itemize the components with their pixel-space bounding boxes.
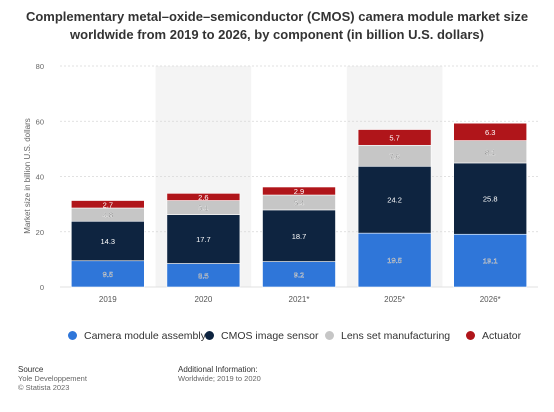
data-label: 18.7 xyxy=(292,232,307,241)
data-label: 19.1 xyxy=(483,257,498,266)
legend-label: Camera module assembly xyxy=(84,330,206,342)
legend-marker-camera-module-assembly xyxy=(68,331,77,340)
y-tick-label: 60 xyxy=(36,117,44,126)
data-label: 4.8 xyxy=(103,211,113,220)
x-tick-label: 2026* xyxy=(480,295,501,304)
data-label: 7.6 xyxy=(389,152,399,161)
data-label: 5.4 xyxy=(294,198,304,207)
data-label: 2.7 xyxy=(103,200,113,209)
additional-info-heading: Additional Information: xyxy=(178,365,258,374)
bar-segment-cmos-image-sensor[interactable] xyxy=(71,220,145,262)
data-label: 8.1 xyxy=(485,148,495,157)
y-axis-label: Market size in billion U.S. dollars xyxy=(23,118,32,234)
data-label: 19.5 xyxy=(387,256,402,265)
data-label: 9.2 xyxy=(294,270,304,279)
additional-info-line: Worldwide; 2019 to 2020 xyxy=(178,374,261,383)
chart-title-line2: worldwide from 2019 to 2026, by componen… xyxy=(70,27,484,42)
y-tick-label: 20 xyxy=(36,228,44,237)
data-label: 5.7 xyxy=(389,133,399,142)
y-tick-label: 0 xyxy=(40,283,44,292)
bar-segment-cmos-image-sensor[interactable] xyxy=(357,165,432,234)
data-label: 17.7 xyxy=(196,235,211,244)
data-label: 2.6 xyxy=(198,193,208,202)
legend-marker-lens-set-manufacturing xyxy=(325,331,334,340)
bar-segment-actuator[interactable] xyxy=(262,186,336,196)
source-line: Yole Developpement xyxy=(18,374,87,383)
data-label: 2.9 xyxy=(294,187,304,196)
data-label: 9.5 xyxy=(103,270,113,279)
bar-segment-actuator[interactable] xyxy=(71,200,145,209)
bar-segment-actuator[interactable] xyxy=(166,193,241,201)
source-heading: Source xyxy=(18,365,44,374)
legend-item-actuator[interactable]: Actuator xyxy=(466,329,521,343)
x-tick-label: 2020 xyxy=(195,295,213,304)
copyright-line: © Statista 2023 xyxy=(18,383,70,392)
legend-item-lens-set-manufacturing[interactable]: Lens set manufacturing xyxy=(325,329,450,343)
legend-label: Actuator xyxy=(482,330,522,342)
legend-marker-cmos-image-sensor xyxy=(205,331,214,340)
source-block: Source Yole Developpement © Statista 202… xyxy=(18,365,87,392)
y-tick-label: 40 xyxy=(36,173,44,182)
y-tick-label: 80 xyxy=(36,62,44,71)
legend-item-camera-module-assembly[interactable]: Camera module assembly xyxy=(68,329,206,343)
bar-segment-actuator[interactable] xyxy=(453,122,528,141)
bar-segment-cmos-image-sensor[interactable] xyxy=(453,162,528,235)
x-tick-label: 2019 xyxy=(99,295,117,304)
data-label: 8.5 xyxy=(198,271,208,280)
data-label: 24.2 xyxy=(387,196,402,205)
additional-info-block: Additional Information: Worldwide; 2019 … xyxy=(178,365,261,383)
bar-segment-camera-module-assembly[interactable] xyxy=(453,233,528,288)
bar-segment-actuator[interactable] xyxy=(357,129,432,146)
data-label: 6.3 xyxy=(485,128,495,137)
chart-title-line1: Complementary metal–oxide–semiconductor … xyxy=(25,9,529,24)
legend-item-cmos-image-sensor[interactable]: CMOS image sensor xyxy=(205,329,318,343)
legend-marker-actuator xyxy=(466,331,475,340)
bar-segment-camera-module-assembly[interactable] xyxy=(71,260,145,288)
bar-segment-cmos-image-sensor[interactable] xyxy=(262,209,336,262)
bar-segment-camera-module-assembly[interactable] xyxy=(357,232,432,288)
bar-segment-camera-module-assembly[interactable] xyxy=(262,261,336,288)
data-label: 5.1 xyxy=(198,204,208,213)
legend-label: CMOS image sensor xyxy=(221,330,319,342)
legend-label: Lens set manufacturing xyxy=(341,330,451,342)
data-label: 14.3 xyxy=(100,237,115,246)
data-label: 25.8 xyxy=(483,195,498,204)
x-tick-label: 2025* xyxy=(384,295,405,304)
x-tick-label: 2021* xyxy=(289,295,310,304)
chart-title: Complementary metal–oxide–semiconductor … xyxy=(20,8,534,44)
